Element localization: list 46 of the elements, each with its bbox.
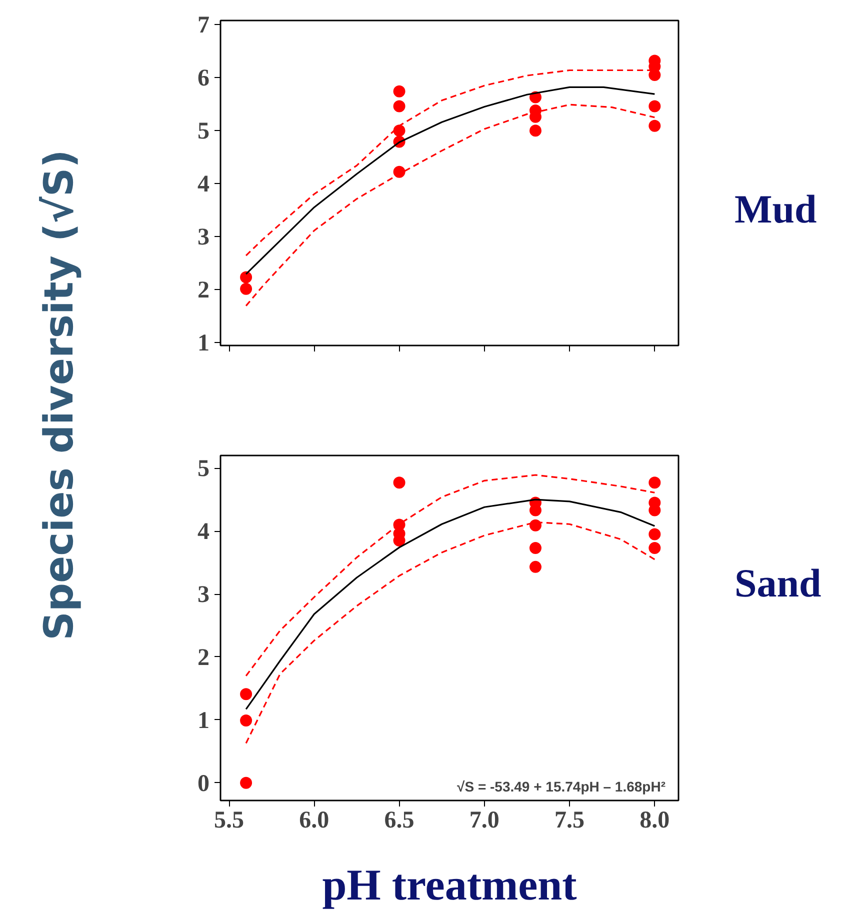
point bbox=[648, 476, 661, 489]
x-tick-label: 5.5 bbox=[214, 808, 244, 834]
point bbox=[529, 124, 542, 137]
y-tick-label: 6 bbox=[198, 66, 210, 92]
y-tick-label: 1 bbox=[198, 330, 210, 356]
x-tick-label: 7.5 bbox=[554, 808, 585, 834]
point bbox=[529, 542, 542, 554]
point bbox=[393, 100, 406, 112]
point bbox=[648, 120, 661, 132]
point bbox=[393, 166, 406, 178]
x-tick-label: 7.0 bbox=[469, 808, 500, 834]
line-series bbox=[245, 474, 656, 677]
y-tick-label: 1 bbox=[198, 708, 210, 734]
y-tick-label: 4 bbox=[198, 519, 210, 546]
y-tick-label: 4 bbox=[198, 172, 210, 198]
point bbox=[240, 714, 252, 727]
point bbox=[240, 282, 252, 295]
x-tick-label: 6.5 bbox=[384, 808, 414, 834]
point bbox=[648, 528, 661, 540]
point bbox=[393, 476, 406, 489]
text: Sand bbox=[734, 560, 822, 606]
point bbox=[648, 69, 661, 82]
x-tick-label: 8.0 bbox=[640, 808, 670, 834]
y-axis-title: Species diversity (√S) bbox=[35, 150, 84, 640]
point bbox=[648, 100, 661, 112]
annotation: √S = -53.49 + 15.74pH – 1.68pH² bbox=[457, 778, 666, 794]
y-tick-label: 5 bbox=[198, 118, 210, 145]
y-tick-label: 7 bbox=[198, 12, 210, 39]
y-tick-label: 2 bbox=[198, 644, 210, 671]
y-tick-label: 0 bbox=[198, 770, 210, 797]
text: Mud bbox=[734, 186, 817, 232]
x-axis-title: pH treatment bbox=[322, 860, 578, 910]
point bbox=[648, 542, 661, 554]
point bbox=[240, 271, 252, 284]
point bbox=[240, 776, 252, 789]
point bbox=[393, 124, 406, 137]
y-tick-label: 3 bbox=[198, 582, 210, 608]
point bbox=[393, 85, 406, 98]
point bbox=[240, 688, 252, 700]
point bbox=[529, 560, 542, 573]
x-tick-label: 6.0 bbox=[299, 808, 330, 834]
y-tick-label: 3 bbox=[198, 224, 210, 250]
y-tick-label: 5 bbox=[198, 456, 210, 482]
point bbox=[529, 519, 542, 532]
y-tick-label: 2 bbox=[198, 277, 210, 304]
line-series bbox=[245, 104, 656, 307]
